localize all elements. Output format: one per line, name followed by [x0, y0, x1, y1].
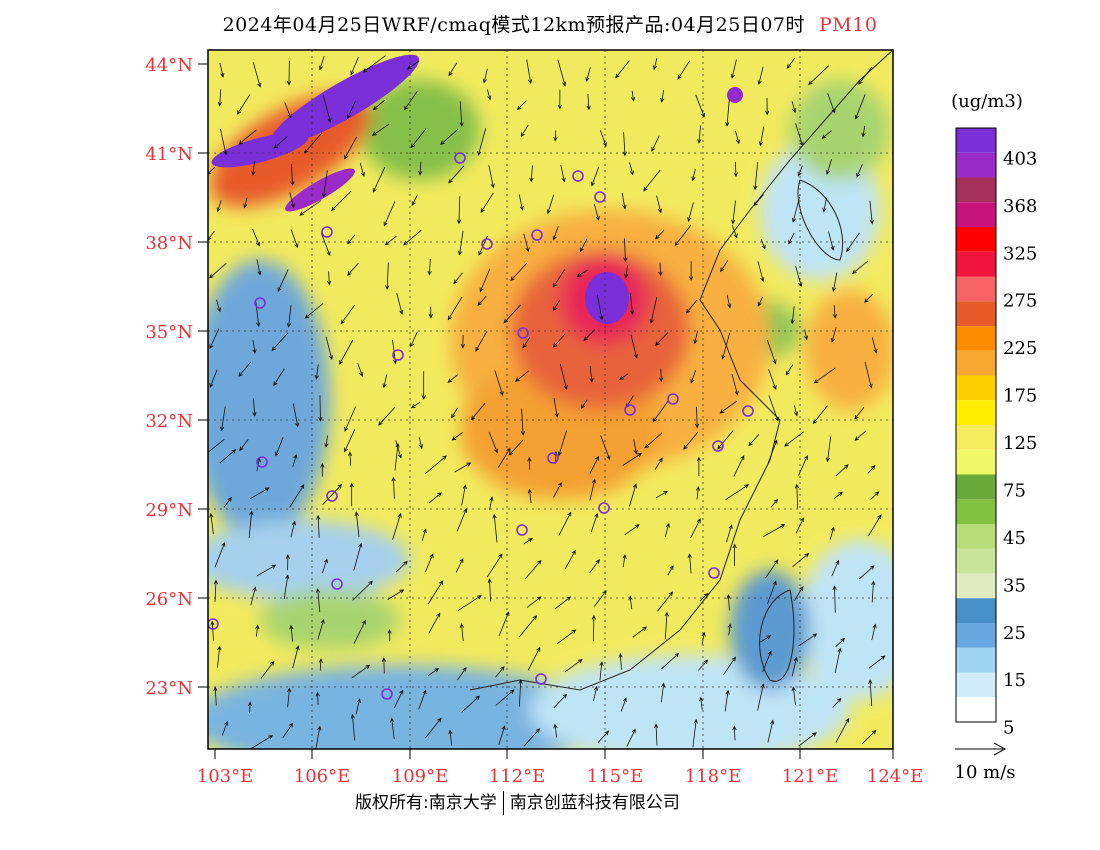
- title-main: 2024年04月25日WRF/cmaq模式12km预报产品:04月25日07时: [222, 14, 805, 36]
- colorbar-swatch: [956, 251, 996, 277]
- lon-label: 124°E: [867, 766, 924, 787]
- map-title: 2024年04月25日WRF/cmaq模式12km预报产品:04月25日07时 P…: [0, 10, 1100, 37]
- colorbar-swatch: [956, 672, 996, 698]
- colorbar-label: 175: [1003, 386, 1037, 407]
- colorbar-swatch: [956, 128, 996, 153]
- lon-label: 112°E: [489, 766, 546, 787]
- footer-left: 版权所有:南京大学: [355, 793, 497, 813]
- colorbar-swatch: [956, 524, 996, 549]
- colorbar-swatch: [956, 350, 996, 376]
- colorbar-swatch: [956, 375, 996, 401]
- lon-label: 118°E: [685, 766, 742, 787]
- colorbar-swatch: [956, 647, 996, 673]
- pm10-field: [208, 50, 893, 749]
- lon-label: 109°E: [392, 766, 449, 787]
- lat-label: 23°N: [145, 678, 193, 699]
- colorbar-label: 15: [1003, 670, 1026, 691]
- colorbar-swatch: [956, 573, 996, 599]
- lat-label: 29°N: [145, 500, 193, 521]
- colorbar-swatch: [956, 202, 996, 227]
- copyright-footer: 版权所有:南京大学 南京创蓝科技有限公司: [355, 788, 680, 815]
- colorbar-label: 368: [1003, 196, 1037, 217]
- colorbar-label: 5: [1003, 718, 1014, 739]
- colorbar-label: 75: [1003, 480, 1026, 501]
- colorbar-swatch: [956, 598, 996, 623]
- colorbar-swatch: [956, 425, 996, 450]
- colorbar-swatch: [956, 548, 996, 574]
- lon-label: 115°E: [587, 766, 644, 787]
- lon-label: 121°E: [782, 766, 839, 787]
- colorbar-swatch: [956, 623, 996, 648]
- colorbar-swatch: [956, 499, 996, 524]
- colorbar-swatch: [956, 227, 996, 252]
- colorbar-label: 275: [1003, 291, 1037, 312]
- footer-right: 南京创蓝科技有限公司: [509, 793, 680, 813]
- wind-vectors: [208, 55, 886, 749]
- lat-label: 32°N: [145, 411, 193, 432]
- colorbar-swatch: [956, 449, 996, 475]
- title-variable: PM10: [819, 14, 878, 36]
- lat-label: 44°N: [145, 55, 193, 76]
- colorbar-swatch: [956, 400, 996, 425]
- colorbar-label: 35: [1003, 575, 1026, 596]
- colorbar-swatch: [956, 326, 996, 351]
- lon-label: 106°E: [294, 766, 351, 787]
- colorbar-swatch: [956, 697, 996, 722]
- colorbar: [955, 127, 997, 723]
- city-markers: [208, 89, 754, 700]
- colorbar-swatch: [956, 177, 996, 203]
- map-frame: [207, 49, 894, 750]
- wind-reference-label: 10 m/s: [955, 762, 1016, 783]
- colorbar-label: 225: [1003, 338, 1037, 359]
- lon-label: 103°E: [197, 766, 254, 787]
- colorbar-unit: (ug/m3): [951, 91, 1023, 112]
- colorbar-label: 45: [1003, 528, 1026, 549]
- colorbar-swatch: [956, 301, 996, 326]
- lat-label: 38°N: [145, 233, 193, 254]
- colorbar-swatch: [956, 474, 996, 500]
- colorbar-swatch: [956, 152, 996, 178]
- colorbar-label: 325: [1003, 243, 1037, 264]
- colorbar-swatch: [956, 276, 996, 302]
- colorbar-label: 125: [1003, 433, 1037, 454]
- lat-label: 41°N: [145, 144, 193, 165]
- lat-label: 26°N: [145, 589, 193, 610]
- colorbar-label: 403: [1003, 148, 1037, 169]
- lat-label: 35°N: [145, 322, 193, 343]
- colorbar-label: 25: [1003, 623, 1026, 644]
